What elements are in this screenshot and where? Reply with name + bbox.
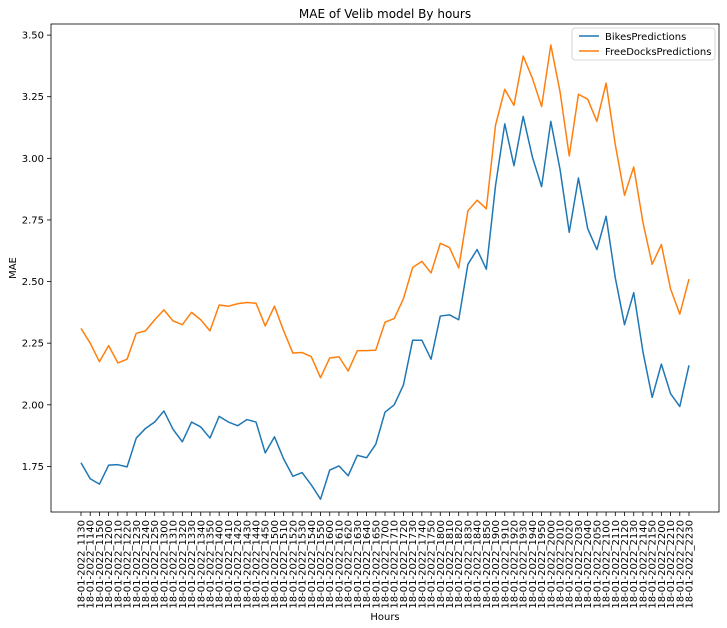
x-tick-label: 18-01-2022_2020 (565, 520, 576, 609)
x-tick-label: 18-01-2022_1320 (178, 520, 189, 609)
x-tick-label: 18-01-2022_2030 (574, 520, 585, 609)
y-tick-label: 3.50 (22, 31, 44, 42)
x-tick-label: 18-01-2022_1950 (537, 520, 548, 609)
legend-box (571, 27, 716, 61)
x-tick-label: 18-01-2022_1410 (224, 520, 235, 609)
x-tick-label: 18-01-2022_1730 (408, 520, 419, 609)
y-tick-label: 1.75 (22, 462, 44, 473)
x-tick-label: 18-01-2022_1510 (279, 520, 290, 609)
x-tick-label: 18-01-2022_1850 (482, 520, 493, 609)
x-tick-label: 18-01-2022_2110 (611, 520, 622, 609)
x-tick-label: 18-01-2022_2050 (592, 520, 603, 609)
x-tick-label: 18-01-2022_1620 (344, 520, 355, 609)
x-tick-label: 18-01-2022_1740 (417, 520, 428, 609)
x-tick-label: 18-01-2022_1710 (390, 520, 401, 609)
x-tick-label: 18-01-2022_1220 (123, 520, 134, 609)
x-tick-label: 18-01-2022_1930 (519, 520, 530, 609)
x-tick-label: 18-01-2022_1650 (371, 520, 382, 609)
x-tick-label: 18-01-2022_1810 (445, 520, 456, 609)
legend: BikesPredictions FreeDocksPredictions (571, 27, 716, 61)
x-tick-label: 18-01-2022_2040 (583, 520, 594, 609)
x-tick-label: 18-01-2022_1520 (288, 520, 299, 609)
x-tick-label: 18-01-2022_1140 (86, 520, 97, 609)
x-tick-label: 18-01-2022_1210 (113, 520, 124, 609)
x-tick-label: 18-01-2022_1820 (454, 520, 465, 609)
x-tick-label: 18-01-2022_2230 (685, 520, 696, 609)
x-tick-label: 18-01-2022_1230 (132, 520, 143, 609)
series-lines (80, 44, 690, 500)
x-tick-label: 18-01-2022_2010 (556, 520, 567, 609)
x-tick-label: 18-01-2022_1610 (334, 520, 345, 609)
series-line-bikespredictions (80, 115, 690, 500)
x-tick-label: 18-01-2022_1830 (463, 520, 474, 609)
x-tick-label: 18-01-2022_1900 (491, 520, 502, 609)
y-tick-label: 2.25 (22, 339, 44, 350)
x-tick-label: 18-01-2022_1550 (316, 520, 327, 609)
x-tick-label: 18-01-2022_1750 (427, 520, 438, 609)
x-tick-label: 18-01-2022_1440 (252, 520, 263, 609)
x-tick-label: 18-01-2022_1200 (104, 520, 115, 609)
x-tick-label: 18-01-2022_2220 (675, 520, 686, 609)
x-tick-label: 18-01-2022_1350 (205, 520, 216, 609)
y-tick-label: 2.75 (22, 215, 44, 226)
plot-area-frame (50, 23, 720, 513)
x-tick-label: 18-01-2022_1130 (77, 520, 88, 609)
x-tick-label: 18-01-2022_2140 (638, 520, 649, 609)
x-tick-label: 18-01-2022_1150 (95, 520, 106, 609)
legend-label-freedocks: FreeDocksPredictions (605, 47, 711, 58)
x-tick-label: 18-01-2022_1720 (399, 520, 410, 609)
x-tick-label: 18-01-2022_1400 (215, 520, 226, 609)
x-tick-label: 18-01-2022_1940 (528, 520, 539, 609)
y-tick-label: 2.50 (22, 277, 44, 288)
x-tick-label: 18-01-2022_1500 (270, 520, 281, 609)
x-tick-label: 18-01-2022_2150 (648, 520, 659, 609)
legend-label-bikes: BikesPredictions (605, 32, 686, 43)
x-tick-label: 18-01-2022_1530 (298, 520, 309, 609)
y-axis: 1.75 2.00 2.25 2.50 2.75 3.00 3.25 3.50 (22, 31, 51, 473)
x-tick-label: 18-01-2022_1630 (353, 520, 364, 609)
x-tick-label: 18-01-2022_1300 (159, 520, 170, 609)
x-tick-label: 18-01-2022_2100 (602, 520, 613, 609)
chart-title: MAE of Velib model By hours (299, 7, 471, 21)
x-tick-label: 18-01-2022_1420 (233, 520, 244, 609)
y-tick-label: 2.00 (22, 400, 44, 411)
x-tick-label: 18-01-2022_1240 (141, 520, 152, 609)
x-tick-label: 18-01-2022_1640 (362, 520, 373, 609)
x-tick-label: 18-01-2022_2200 (657, 520, 668, 609)
x-tick-label: 18-01-2022_1340 (196, 520, 207, 609)
x-tick-label: 18-01-2022_1310 (169, 520, 180, 609)
x-tick-label: 18-01-2022_1540 (307, 520, 318, 609)
y-axis-label: MAE (8, 257, 19, 279)
x-tick-label: 18-01-2022_1330 (187, 520, 198, 609)
y-tick-label: 3.25 (22, 92, 44, 103)
x-tick-label: 18-01-2022_1250 (150, 520, 161, 609)
x-tick-label: 18-01-2022_1840 (473, 520, 484, 609)
x-tick-label: 18-01-2022_1600 (325, 520, 336, 609)
x-tick-label: 18-01-2022_1910 (500, 520, 511, 609)
x-tick-label: 18-01-2022_2120 (620, 520, 631, 609)
x-tick-label: 18-01-2022_2130 (629, 520, 640, 609)
x-tick-label: 18-01-2022_1800 (436, 520, 447, 609)
x-tick-label: 18-01-2022_2000 (546, 520, 557, 609)
x-tick-label: 18-01-2022_2210 (666, 520, 677, 609)
x-tick-label: 18-01-2022_1430 (242, 520, 253, 609)
series-line-freedockspredictions (80, 44, 690, 379)
x-axis: 18-01-2022_113018-01-2022_114018-01-2022… (77, 512, 696, 609)
x-tick-label: 18-01-2022_1450 (261, 520, 272, 609)
x-tick-label: 18-01-2022_1700 (381, 520, 392, 609)
y-tick-label: 3.00 (22, 154, 44, 165)
x-tick-label: 18-01-2022_1920 (509, 520, 520, 609)
x-axis-label: Hours (370, 612, 399, 623)
